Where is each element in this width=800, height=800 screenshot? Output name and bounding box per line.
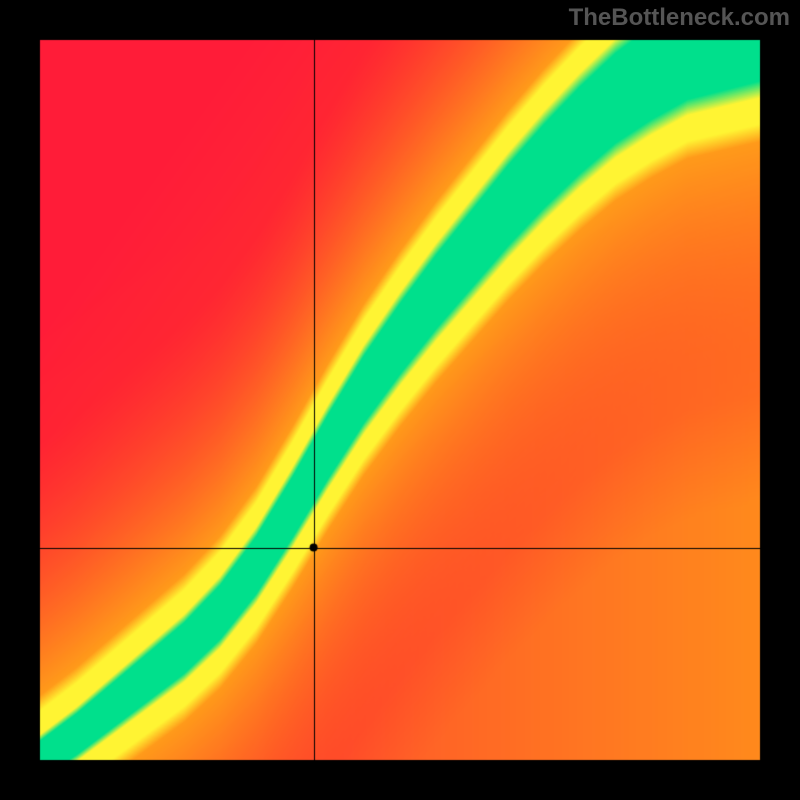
watermark-text: TheBottleneck.com (569, 4, 790, 32)
bottleneck-heatmap: TheBottleneck.com (0, 0, 800, 800)
heatmap-canvas (0, 0, 800, 800)
